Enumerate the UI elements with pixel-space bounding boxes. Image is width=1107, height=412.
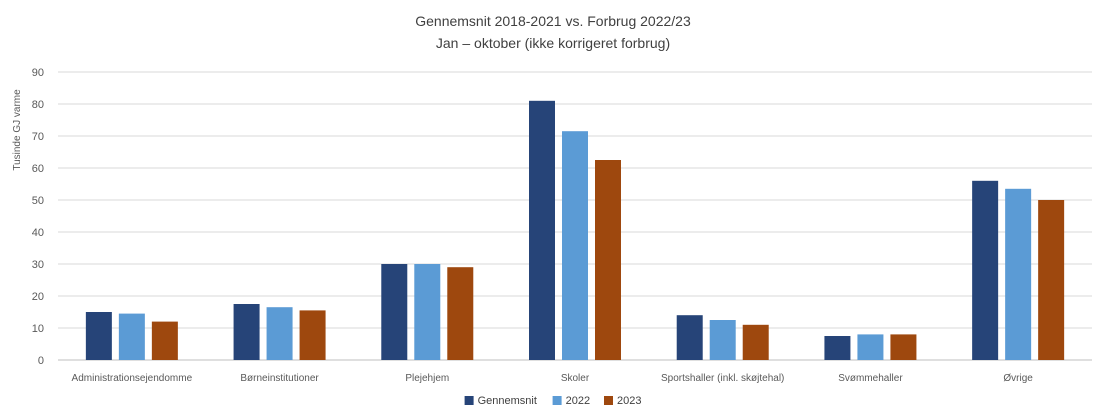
bar-2023-7 [1038,200,1065,360]
y-axis-ticks: 0 10 20 30 40 50 60 70 80 90 [32,67,44,367]
bar-gennemsnit-1 [85,312,112,360]
bar-2022-7 [1005,188,1032,360]
category-label: Svømmehaller [838,373,903,384]
y-axis-title: Tusinde GJ varme [12,89,23,171]
y-tick-label: 70 [32,131,44,143]
legend-label: 2023 [617,395,641,407]
bar-2022-1 [118,313,145,360]
y-tick-label: 30 [32,259,44,271]
y-tick-label: 60 [32,163,44,175]
legend: Gennemsnit 2022 2023 [464,395,641,407]
legend-swatch [552,396,562,405]
legend-swatch [464,396,474,405]
bar-2023-3 [447,267,474,360]
y-tick-label: 10 [32,323,44,335]
bar-2023-5 [742,324,769,360]
category-label: Sportshaller (inkl. skøjtehal) [661,373,784,384]
bar-2023-4 [595,160,621,360]
bar-gennemsnit-2 [233,304,260,360]
category-label: Børneinstitutioner [240,373,319,384]
y-tick-label: 90 [32,67,44,79]
bar-2022-4 [562,131,588,360]
y-tick-label: 80 [32,99,44,111]
legend-swatch [604,396,613,405]
bar-gennemsnit-6 [824,336,851,360]
legend-label: 2022 [566,395,590,407]
x-axis-labels: Administrationsejendomme Børneinstitution… [72,373,1034,384]
category-label: Plejehjem [405,373,449,384]
bar-2022-6 [857,334,884,360]
category-label: Skoler [561,373,590,384]
y-tick-label: 40 [32,227,44,239]
bar-gennemsnit-4 [529,100,555,361]
bar-2022-2 [266,307,293,360]
bar-gennemsnit-5 [676,315,703,360]
bar-2023-2 [299,310,326,360]
y-tick-label: 20 [32,291,44,303]
bars [85,100,1065,361]
y-tick-label: 50 [32,195,44,207]
bar-2023-6 [890,334,917,360]
bar-2022-3 [414,264,441,360]
legend-label: Gennemsnit [478,395,537,407]
category-label: Administrationsejendomme [72,373,193,384]
chart-subtitle: Jan – oktober (ikke korrigeret forbrug) [436,35,670,51]
y-tick-label: 0 [38,355,44,367]
category-label: Øvrige [1003,373,1033,384]
bar-2023-1 [151,321,178,360]
bar-gennemsnit-3 [381,264,408,360]
bar-gennemsnit-7 [972,180,999,360]
chart-title: Gennemsnit 2018-2021 vs. Forbrug 2022/23 [415,13,691,29]
bar-2022-5 [709,320,736,360]
